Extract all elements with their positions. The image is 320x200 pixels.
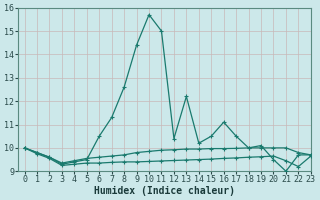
X-axis label: Humidex (Indice chaleur): Humidex (Indice chaleur) — [94, 186, 235, 196]
